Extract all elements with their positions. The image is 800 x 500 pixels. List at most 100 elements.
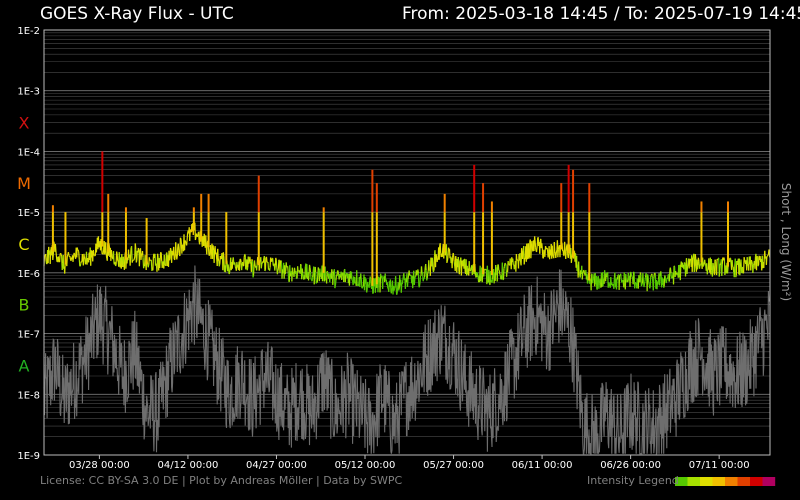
- long-channel-segment: [184, 240, 187, 243]
- long-channel-segment: [578, 261, 580, 275]
- long-channel-segment: [566, 244, 569, 256]
- long-channel-segment: [650, 275, 652, 278]
- long-channel-segment: [83, 253, 85, 257]
- long-channel-segment: [97, 236, 100, 248]
- flare-class-labels: X M C B A: [17, 113, 31, 375]
- long-channel-segment: [502, 268, 505, 280]
- long-channel-segment: [673, 265, 676, 267]
- long-channel-segment: [527, 243, 530, 259]
- long-channel-segment: [581, 271, 584, 280]
- long-channel-segment: [110, 250, 113, 257]
- long-channel-segment: [744, 259, 746, 262]
- long-channel-segment: [578, 274, 581, 276]
- long-channel-segment: [544, 245, 547, 257]
- long-channel-segment: [739, 266, 741, 276]
- long-channel-segment: [276, 270, 279, 275]
- long-channel-segment: [562, 250, 565, 256]
- long-channel-segment: [135, 260, 138, 263]
- long-channel-segment: [521, 248, 523, 256]
- long-channel-segment: [248, 261, 250, 264]
- long-channel-segment: [73, 252, 76, 255]
- long-channel-segment: [222, 252, 225, 258]
- long-channel-segment: [755, 256, 758, 271]
- x-tick-label: 04/27 00:00: [246, 460, 307, 471]
- long-channel-segment: [625, 274, 627, 281]
- long-channel-segment: [217, 248, 219, 259]
- long-channel-segment: [630, 271, 633, 277]
- long-channel-segment: [546, 247, 549, 250]
- long-channel-segment: [515, 253, 518, 261]
- long-channel-segment: [752, 263, 755, 266]
- long-channel-segment: [287, 266, 289, 273]
- long-channel-segment: [123, 255, 126, 270]
- long-channel-segment: [168, 258, 171, 261]
- grid-lines: [44, 29, 770, 456]
- long-channel-segment: [308, 264, 311, 268]
- long-channel-segment: [428, 260, 430, 270]
- long-channel-segment: [251, 259, 254, 262]
- short-channel-series: [43, 265, 771, 455]
- long-channel-segment: [431, 257, 434, 270]
- long-channel-segment: [447, 247, 450, 250]
- long-channel-segment: [522, 250, 524, 260]
- long-channel-segment: [663, 286, 665, 288]
- long-channel-segment: [138, 250, 141, 267]
- long-channel-segment: [598, 283, 600, 289]
- long-channel-segment: [279, 260, 282, 273]
- long-channel-segment: [333, 269, 336, 289]
- long-channel-segment: [217, 257, 220, 262]
- long-channel-segment: [186, 232, 189, 241]
- long-channel-segment: [768, 249, 771, 256]
- long-channel-segment: [263, 255, 266, 272]
- long-channel-segment: [394, 285, 396, 289]
- long-channel-segment: [429, 257, 432, 276]
- long-channel-segment: [544, 245, 547, 248]
- long-channel-segment: [312, 273, 314, 278]
- long-channel-segment: [116, 253, 119, 261]
- long-channel-segment: [573, 250, 575, 252]
- long-channel-segment: [260, 264, 263, 269]
- chart-title: GOES X-Ray Flux - UTC: [40, 4, 234, 24]
- y-tick-label: 1E-4: [17, 147, 40, 158]
- long-channel-segment: [439, 243, 442, 254]
- long-channel-segment: [607, 282, 610, 288]
- long-channel-segment: [384, 273, 387, 281]
- long-channel-segment: [67, 252, 70, 256]
- long-channel-segment: [401, 279, 404, 285]
- long-channel-segment: [644, 276, 647, 282]
- long-channel-segment: [504, 262, 507, 265]
- long-channel-segment: [69, 255, 71, 260]
- long-channel-segment: [509, 258, 512, 263]
- long-channel-segment: [590, 274, 593, 291]
- long-channel-segment: [83, 256, 86, 260]
- legend-swatch: [675, 477, 688, 486]
- long-channel-segment: [311, 277, 314, 282]
- long-channel-segment: [66, 254, 69, 257]
- long-channel-segment: [684, 266, 687, 277]
- long-channel-segment: [565, 251, 567, 259]
- long-channel-segment: [180, 238, 182, 245]
- long-channel-segment: [715, 261, 717, 272]
- long-channel-segment: [622, 279, 624, 283]
- long-channel-segment: [643, 283, 646, 288]
- long-channel-segment: [547, 253, 550, 258]
- long-channel-segment: [116, 251, 118, 254]
- x-tick-label: 05/12 00:00: [335, 460, 396, 471]
- long-channel-segment: [639, 272, 642, 275]
- long-channel-segment: [228, 272, 231, 275]
- long-channel-segment: [419, 275, 422, 283]
- long-channel-segment: [765, 256, 768, 265]
- long-channel-segment: [324, 266, 327, 281]
- long-channel-segment: [92, 249, 95, 254]
- long-channel-segment: [317, 267, 320, 271]
- long-channel-segment: [592, 279, 594, 284]
- long-channel-segment: [418, 282, 421, 288]
- long-channel-segment: [79, 263, 82, 267]
- long-channel-segment: [53, 241, 55, 246]
- long-channel-segment: [461, 260, 464, 262]
- long-channel-segment: [309, 272, 312, 280]
- long-channel-segment: [121, 254, 123, 266]
- long-channel-segment: [636, 278, 639, 284]
- long-channel-segment: [60, 252, 62, 255]
- long-channel-segment: [496, 264, 499, 282]
